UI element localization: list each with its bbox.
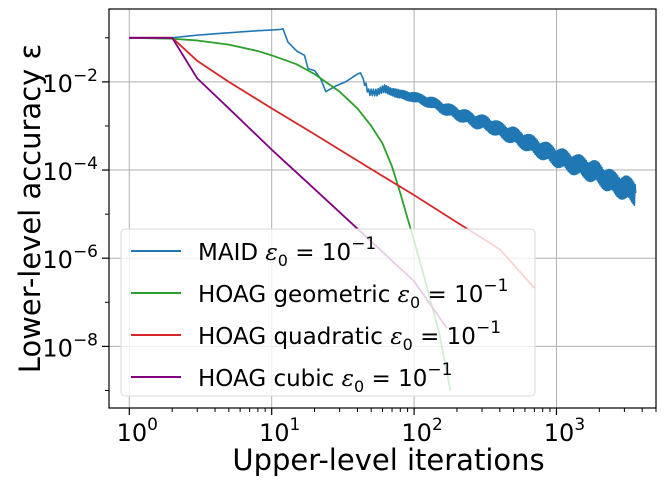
legend-box (120, 228, 536, 397)
x-axis-label: Upper-level iterations (232, 443, 544, 477)
legend-label-1: HOAG geometric ε0 = 10−1 (198, 276, 508, 312)
x-tick-label: 101 (259, 415, 300, 447)
legend-label-2: HOAG quadratic ε0 = 10−1 (198, 318, 501, 354)
x-tick-label: 102 (401, 415, 442, 447)
series-line-0 (129, 28, 637, 206)
legend: MAID ε0 = 10−1 HOAG geometric ε0 = 10−1 HO… (120, 228, 536, 397)
legend-label-0: MAID ε0 = 10−1 (198, 234, 376, 270)
y-axis-label: Lower-level accuracy ε (13, 44, 47, 373)
y-tick-label: 10−6 (42, 242, 98, 274)
y-tick-label: 10−4 (42, 154, 98, 186)
y-tick-label: 10−2 (42, 66, 98, 98)
x-tick-label: 103 (544, 415, 585, 447)
axis-ticks: 100 101 102 103 10−2 10−4 10−6 10−8 (42, 37, 657, 447)
y-tick-label: 10−8 (42, 330, 98, 362)
legend-label-3: HOAG cubic ε0 = 10−1 (198, 360, 452, 396)
x-tick-label: 100 (117, 415, 158, 447)
